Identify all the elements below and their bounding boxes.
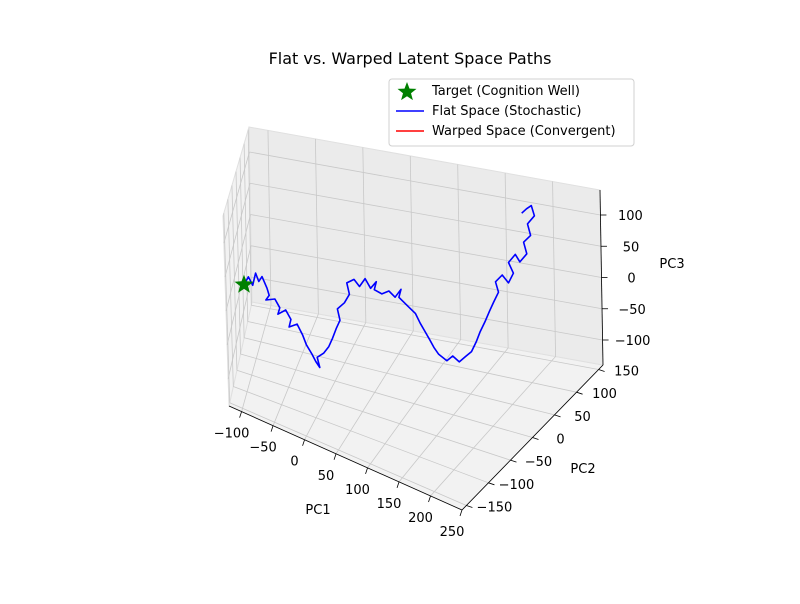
x-tick-label-0: −100: [214, 427, 250, 442]
legend: Target (Cognition Well) Flat Space (Stoc…: [388, 78, 635, 147]
x-tick-mark-6: [428, 495, 431, 503]
grid-z-back-3: [249, 182, 602, 247]
z-tick-label-1: −50: [618, 303, 645, 318]
target-star-marker: [234, 274, 254, 293]
x-tick-mark-7: [459, 509, 463, 517]
legend-warped-label: Warped Space (Convergent): [432, 124, 616, 139]
y-tick-mark-6: [598, 369, 605, 372]
chart-title: Flat vs. Warped Latent Space Paths: [269, 49, 552, 68]
grid-z-left-0: [227, 276, 252, 379]
x-tick-label-3: 50: [318, 469, 335, 484]
grid-y-floor-2: [236, 369, 511, 461]
legend-flat-label: Flat Space (Stochastic): [432, 104, 581, 119]
grid-y-floor-4: [243, 337, 555, 416]
grid-y-floor-1: [233, 386, 489, 484]
y-tick-label-6: 150: [614, 365, 639, 380]
y-tick-label-2: −50: [525, 455, 552, 470]
y-tick-mark-0: [466, 505, 473, 508]
y-tick-mark-5: [576, 391, 583, 395]
grid-z-back-4: [249, 151, 601, 216]
x-tick-mark-1: [270, 425, 274, 432]
y-tick-mark-3: [532, 437, 539, 440]
x-tick-mark-5: [396, 481, 400, 489]
z-axis-label: PC3: [659, 257, 684, 272]
x-axis-label: PC1: [305, 503, 330, 518]
y-tick-label-4: 50: [574, 410, 591, 425]
series-layer: [234, 204, 536, 369]
grid-z-left-2: [225, 214, 251, 312]
grid-y-floor-3: [240, 353, 533, 438]
y-tick-mark-2: [510, 459, 517, 463]
axis-ticks: −100−50050100150200250−150−100−500501001…: [214, 189, 651, 540]
grid-z-back-0: [251, 276, 603, 341]
legend-target-star-icon: [397, 82, 417, 101]
y-tick-mark-4: [554, 414, 561, 418]
y-tick-mark-1: [488, 482, 495, 486]
y-tick-label-0: −150: [477, 500, 513, 515]
x-axis-line: [228, 405, 463, 511]
x-tick-mark-2: [302, 439, 305, 446]
x-tick-label-2: 0: [290, 455, 298, 470]
grid-z-back-1: [250, 245, 603, 310]
grid-y-floor-6: [251, 304, 599, 370]
x-tick-label-4: 100: [345, 483, 370, 498]
y-tick-label-1: −100: [499, 478, 535, 493]
x-tick-mark-4: [365, 467, 368, 474]
legend-box: [388, 78, 635, 147]
z-tick-label-3: 50: [623, 240, 640, 255]
x-tick-mark-3: [333, 453, 337, 460]
grid-z-left-4: [223, 151, 250, 244]
y-tick-label-3: 0: [556, 433, 564, 448]
z-tick-label-4: 100: [618, 209, 643, 224]
z-tick-label-2: 0: [627, 272, 635, 287]
grid-z-left-3: [224, 183, 251, 278]
x-tick-mark-0: [239, 411, 242, 418]
grid-z-back-2: [250, 214, 602, 278]
z-tick-label-0: −100: [615, 334, 651, 349]
series-path-0: [243, 204, 536, 369]
x-tick-label-6: 200: [408, 511, 433, 526]
legend-target-label: Target (Cognition Well): [431, 84, 580, 99]
y-axis-label: PC2: [570, 462, 595, 477]
x-tick-label-1: −50: [249, 441, 276, 456]
y-tick-label-5: 100: [592, 387, 617, 402]
x-tick-label-5: 150: [377, 497, 402, 512]
grid-y-floor-0: [229, 402, 467, 506]
x-tick-label-7: 250: [440, 525, 465, 540]
grid-z-left-1: [226, 245, 252, 346]
